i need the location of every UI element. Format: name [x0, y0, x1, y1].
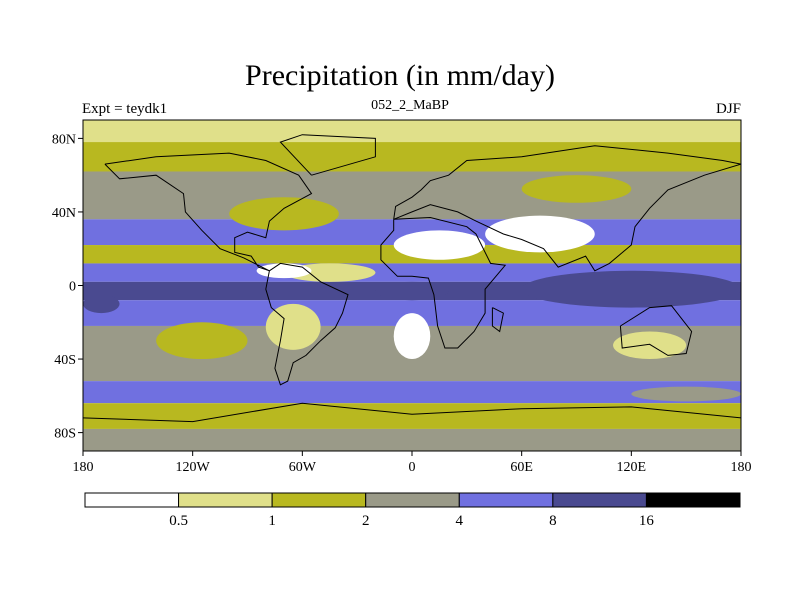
coastline [619, 305, 693, 356]
coastline [491, 307, 504, 333]
colorbar-box [645, 492, 741, 508]
precip-patch [229, 197, 339, 231]
precip-band [83, 403, 741, 429]
colorbar-label: 2 [362, 513, 370, 529]
colorbar-box [365, 492, 460, 508]
precip-band [83, 381, 741, 404]
colorbar-label: 1 [268, 513, 276, 529]
precip-band [83, 120, 741, 143]
y-tick-label: 80S [54, 427, 76, 442]
x-tick-label: 60W [289, 460, 317, 475]
precip-band [83, 428, 741, 451]
precip-patch [521, 175, 632, 203]
colorbar-box [271, 492, 367, 508]
y-tick-label: 40N [52, 206, 76, 221]
precip-patch [393, 313, 431, 360]
season-label: DJF [715, 101, 741, 117]
experiment-label: Expt = teydk1 [82, 101, 168, 117]
precip-patch [631, 386, 741, 402]
precip-patch [156, 322, 248, 360]
precip-patch [265, 303, 321, 350]
precip-patch [256, 263, 312, 279]
precip-patch [613, 331, 687, 360]
coastline [393, 145, 741, 272]
precip-patch [83, 294, 120, 314]
colorbar-label: 4 [456, 513, 464, 529]
x-tick-label: 120E [617, 460, 647, 475]
field-layer [83, 120, 741, 451]
colorbar-label: 8 [549, 513, 557, 529]
y-tick-label: 40S [54, 353, 76, 368]
colorbar-box [458, 492, 554, 508]
colorbar-box [84, 492, 180, 508]
coastline [380, 216, 507, 349]
colorbar-label: 0.5 [169, 513, 188, 529]
precip-patch [375, 281, 449, 301]
precip-patch [521, 270, 741, 308]
x-tick-label: 180 [73, 460, 94, 475]
y-tick-label: 0 [69, 280, 76, 295]
precip-band [83, 142, 741, 172]
coastline [279, 134, 376, 176]
x-tick-label: 120W [176, 460, 211, 475]
precip-patch [393, 230, 486, 260]
y-tick-label: 80N [52, 132, 76, 147]
plot-subtitle: 052_2_MaBP [371, 98, 449, 113]
coastline [83, 402, 741, 423]
coastline [265, 262, 349, 386]
coastline [104, 152, 313, 272]
colorbar-box [178, 492, 273, 508]
x-tick-label: 60E [510, 460, 533, 475]
x-tick-label: 180 [731, 460, 752, 475]
precip-band [83, 171, 741, 220]
colorbar-label: 16 [639, 513, 655, 529]
precip-patch [485, 215, 595, 253]
x-tick-label: 0 [409, 460, 416, 475]
plot-title: Precipitation (in mm/day) [245, 59, 555, 92]
colorbar-box [552, 492, 647, 508]
